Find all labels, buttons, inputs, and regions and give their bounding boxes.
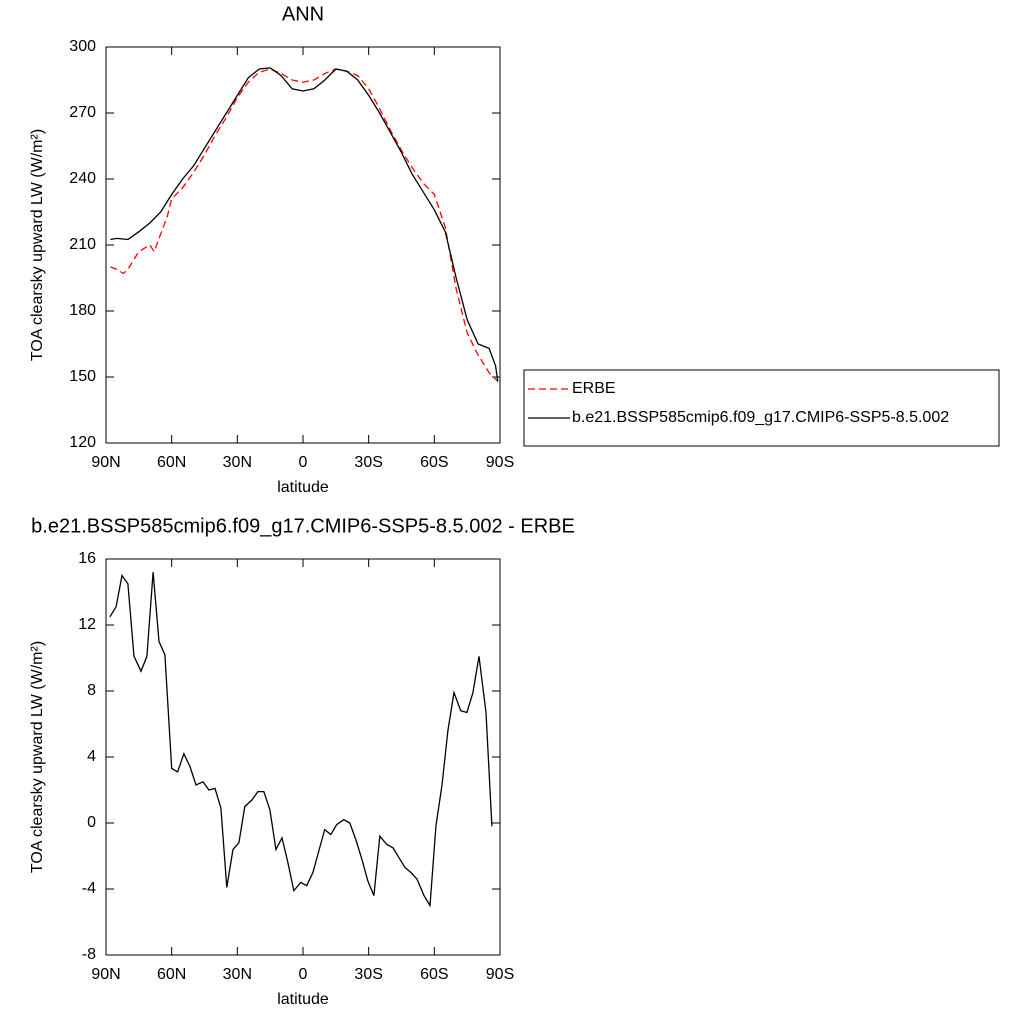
data-line	[110, 68, 499, 382]
y-axis-label: TOA clearsky upward LW (W/m²)	[29, 129, 46, 361]
x-tick-label: 30S	[354, 454, 382, 471]
x-tick-label: 60N	[157, 454, 186, 471]
x-tick-label: 0	[299, 966, 308, 983]
legend-box	[523, 369, 1000, 447]
y-tick-label: 180	[69, 302, 96, 319]
y-tick-label: 300	[69, 38, 96, 55]
x-tick-label: 30N	[223, 454, 252, 471]
x-tick-label: 60N	[157, 966, 186, 983]
x-tick-label: 0	[299, 454, 308, 471]
y-tick-label: -4	[82, 880, 96, 897]
x-axis-label: latitude	[277, 479, 329, 496]
y-tick-label: 12	[78, 616, 96, 633]
legend-label: ERBE	[572, 380, 616, 397]
y-tick-label: 240	[69, 170, 96, 187]
y-tick-label: 4	[87, 748, 96, 765]
y-axis-label: TOA clearsky upward LW (W/m²)	[29, 641, 46, 873]
legend-label: b.e21.BSSP585cmip6.f09_g17.CMIP6-SSP5-8.…	[572, 409, 949, 426]
y-tick-label: 8	[87, 682, 96, 699]
x-tick-label: 30N	[223, 966, 252, 983]
y-tick-label: 0	[87, 814, 96, 831]
x-tick-label: 90N	[91, 454, 120, 471]
x-axis-label: latitude	[277, 991, 329, 1008]
chart-title: ANN	[282, 3, 324, 25]
x-tick-label: 60S	[420, 966, 448, 983]
x-tick-label: 30S	[354, 966, 382, 983]
x-tick-label: 90N	[91, 966, 120, 983]
y-tick-label: 120	[69, 434, 96, 451]
plot-frame	[105, 558, 501, 956]
x-tick-label: 90S	[486, 966, 514, 983]
plot-frame	[105, 46, 501, 444]
y-tick-label: -8	[82, 946, 96, 963]
y-tick-label: 150	[69, 368, 96, 385]
chart-title: b.e21.BSSP585cmip6.f09_g17.CMIP6-SSP5-8.…	[31, 515, 575, 537]
y-tick-label: 270	[69, 104, 96, 121]
data-line	[110, 67, 499, 382]
y-tick-label: 210	[69, 236, 96, 253]
y-tick-label: 16	[78, 550, 96, 567]
x-tick-label: 60S	[420, 454, 448, 471]
data-line	[109, 572, 493, 908]
x-tick-label: 90S	[486, 454, 514, 471]
